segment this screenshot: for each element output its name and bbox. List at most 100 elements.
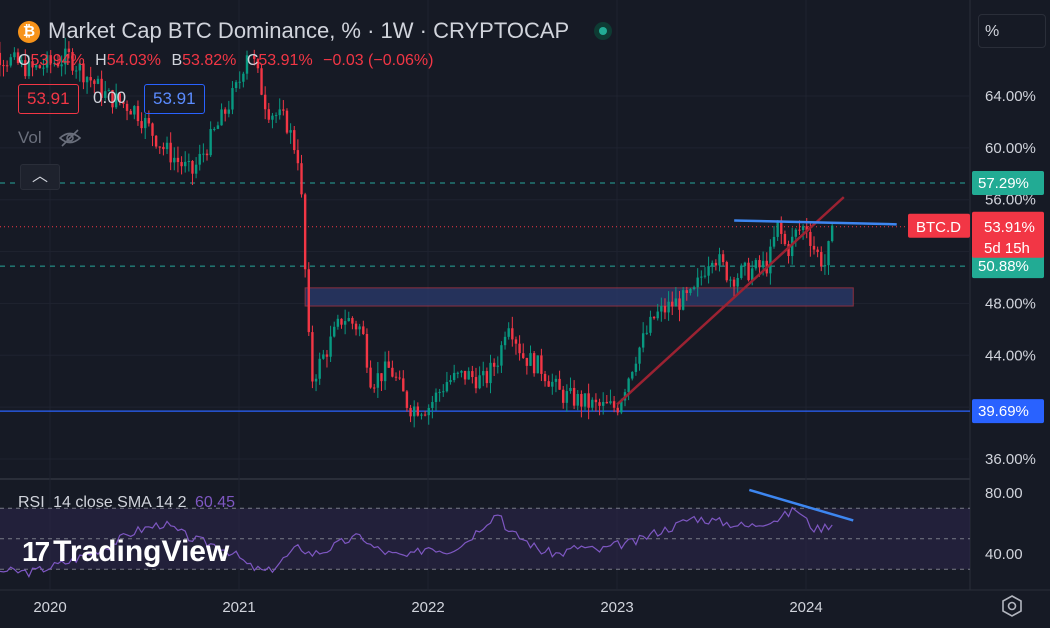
candle-body[interactable]	[318, 358, 321, 379]
candle-body[interactable]	[456, 372, 460, 374]
rsi-line[interactable]	[0, 506, 833, 578]
candle-body[interactable]	[198, 153, 201, 165]
candle-body[interactable]	[518, 343, 521, 354]
candle-body[interactable]	[663, 305, 667, 313]
candle-body[interactable]	[594, 399, 598, 403]
rsi-divergence-line[interactable]	[748, 488, 854, 522]
price-axis-ticks[interactable]: 64.00%60.00%56.00%48.00%44.00%40.00%36.0…	[908, 88, 1044, 563]
candle-body[interactable]	[551, 381, 554, 387]
candle-body[interactable]	[751, 268, 754, 281]
candle-body[interactable]	[562, 389, 565, 403]
candle-body[interactable]	[794, 229, 798, 237]
candle-body[interactable]	[223, 109, 227, 114]
candle-body[interactable]	[125, 103, 129, 111]
candle-body[interactable]	[532, 353, 536, 374]
candle-body[interactable]	[5, 65, 9, 67]
candle-body[interactable]	[129, 110, 132, 115]
candle-body[interactable]	[409, 407, 412, 417]
candle-body[interactable]	[336, 318, 340, 327]
candle-body[interactable]	[776, 220, 779, 237]
candle-body[interactable]	[572, 387, 576, 406]
candle-body[interactable]	[227, 109, 231, 114]
candle-body[interactable]	[529, 353, 532, 366]
candle-body[interactable]	[169, 142, 172, 163]
resistance-zone-rect[interactable]	[304, 287, 854, 307]
candle-body[interactable]	[34, 65, 38, 68]
candle-body[interactable]	[180, 162, 183, 167]
candle-body[interactable]	[307, 269, 310, 333]
candle-body[interactable]	[649, 316, 652, 333]
candle-body[interactable]	[278, 109, 281, 116]
candle-body[interactable]	[783, 233, 787, 245]
candle-body[interactable]	[245, 55, 249, 74]
candle-body[interactable]	[373, 387, 376, 389]
candle-body[interactable]	[93, 80, 96, 84]
candle-body[interactable]	[801, 226, 805, 231]
candle-body[interactable]	[20, 60, 23, 64]
candle-body[interactable]	[718, 254, 721, 266]
candle-body[interactable]	[747, 262, 750, 281]
candle-body[interactable]	[165, 142, 169, 150]
candle-body[interactable]	[772, 236, 776, 247]
candle-body[interactable]	[442, 391, 445, 393]
candle-body[interactable]	[452, 372, 456, 381]
candle-body[interactable]	[187, 160, 191, 162]
candle-body[interactable]	[96, 78, 100, 84]
candle-body[interactable]	[256, 59, 260, 69]
eye-hidden-icon[interactable]	[58, 128, 82, 148]
candle-body[interactable]	[503, 336, 507, 346]
candle-body[interactable]	[343, 321, 347, 325]
candle-body[interactable]	[543, 373, 547, 382]
candle-body[interactable]	[696, 277, 699, 288]
candle-body[interactable]	[104, 91, 107, 98]
candle-body[interactable]	[394, 376, 398, 378]
candle-body[interactable]	[333, 326, 336, 337]
candle-body[interactable]	[471, 371, 474, 378]
candle-body[interactable]	[569, 387, 572, 392]
candle-body[interactable]	[547, 381, 550, 387]
candle-body[interactable]	[711, 262, 714, 267]
candle-body[interactable]	[685, 290, 688, 294]
candle-body[interactable]	[267, 109, 271, 120]
candle-body[interactable]	[380, 373, 383, 382]
support-price-tag-bg[interactable]	[972, 399, 1044, 424]
candle-body[interactable]	[133, 106, 136, 115]
candle-body[interactable]	[485, 371, 489, 384]
candle-body[interactable]	[325, 354, 329, 357]
candle-body[interactable]	[314, 378, 318, 382]
candle-body[interactable]	[300, 163, 303, 195]
candle-body[interactable]	[449, 380, 452, 383]
candle-body[interactable]	[427, 407, 430, 416]
candle-body[interactable]	[565, 391, 569, 403]
candle-body[interactable]	[213, 128, 216, 130]
candle-body[interactable]	[365, 333, 369, 368]
candle-body[interactable]	[660, 305, 663, 312]
horizontal-levels[interactable]	[0, 182, 970, 412]
candle-body[interactable]	[412, 406, 416, 417]
candle-body[interactable]	[362, 326, 365, 334]
candle-body[interactable]	[667, 301, 670, 313]
candle-body[interactable]	[645, 332, 649, 334]
candle-body[interactable]	[787, 244, 790, 257]
candle-body[interactable]	[816, 249, 819, 253]
candle-body[interactable]	[111, 90, 114, 108]
candle-body[interactable]	[205, 153, 209, 156]
candle-body[interactable]	[576, 394, 579, 406]
candle-body[interactable]	[616, 407, 619, 413]
candle-body[interactable]	[24, 60, 27, 77]
candle-body[interactable]	[692, 287, 696, 290]
candle-body[interactable]	[136, 106, 140, 122]
candle-body[interactable]	[707, 266, 710, 276]
drawing-layer-zone[interactable]	[304, 287, 854, 307]
candle-body[interactable]	[780, 220, 783, 234]
candle-body[interactable]	[721, 254, 725, 263]
candle-body[interactable]	[285, 110, 289, 133]
trend-lines[interactable]	[616, 196, 897, 406]
candle-body[interactable]	[638, 347, 641, 364]
candle-body[interactable]	[282, 109, 285, 111]
candle-body[interactable]	[434, 392, 438, 402]
candle-body[interactable]	[489, 362, 492, 384]
candle-body[interactable]	[220, 109, 223, 126]
candle-body[interactable]	[536, 355, 539, 374]
